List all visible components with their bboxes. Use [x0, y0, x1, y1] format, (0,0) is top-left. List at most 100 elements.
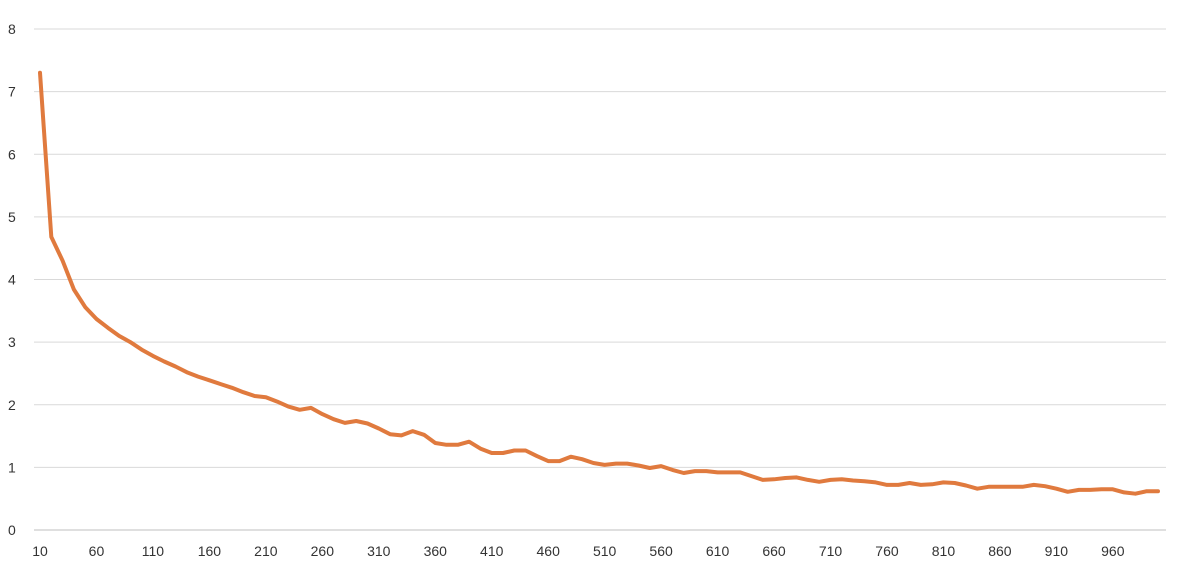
- y-tick-label: 5: [8, 209, 16, 225]
- data-point: [320, 412, 324, 416]
- series-layer: [38, 70, 1160, 496]
- data-point: [546, 459, 550, 463]
- data-point: [512, 449, 516, 452]
- data-point: [185, 370, 189, 374]
- data-point: [467, 440, 471, 444]
- data-point: [83, 305, 87, 309]
- data-point: [253, 394, 257, 398]
- x-tick-label: 810: [932, 543, 956, 559]
- data-point: [558, 459, 561, 463]
- data-point: [659, 464, 663, 468]
- data-point: [1145, 489, 1149, 493]
- data-point: [1043, 484, 1047, 488]
- data-point: [399, 433, 403, 437]
- y-tick-label: 1: [8, 459, 16, 475]
- data-point: [750, 474, 753, 478]
- data-point: [919, 483, 923, 487]
- data-point: [670, 468, 674, 472]
- series-line: [38, 70, 1160, 496]
- data-point: [1100, 487, 1103, 491]
- data-point: [524, 449, 528, 452]
- x-tick-label: 510: [593, 543, 617, 559]
- data-point: [264, 395, 268, 399]
- data-point: [896, 483, 900, 487]
- data-point: [456, 443, 460, 447]
- y-tick-label: 4: [8, 272, 16, 288]
- x-tick-label: 560: [649, 543, 673, 559]
- y-tick-label: 7: [8, 84, 16, 100]
- data-point: [682, 471, 686, 475]
- data-point: [445, 443, 448, 447]
- data-point: [354, 419, 358, 423]
- data-point: [648, 466, 652, 470]
- data-point: [795, 475, 799, 479]
- data-point: [772, 477, 776, 481]
- data-point: [275, 400, 279, 404]
- data-point: [569, 455, 573, 459]
- x-tick-label: 710: [819, 543, 843, 559]
- data-point: [727, 470, 731, 474]
- data-point: [388, 432, 392, 436]
- x-tick-label: 310: [367, 543, 391, 559]
- data-point: [851, 479, 855, 482]
- y-tick-label: 0: [8, 522, 16, 538]
- data-point: [761, 478, 765, 482]
- data-point: [704, 469, 708, 473]
- x-axis-tick-labels: 10 60 110 160 210 260 310 360 410 460 510 560 610 660…: [32, 543, 1125, 559]
- x-tick-label: 360: [424, 543, 448, 559]
- data-point: [941, 480, 945, 484]
- data-point: [1066, 490, 1070, 494]
- gridlines: [34, 28, 1166, 531]
- data-point: [1156, 489, 1160, 493]
- data-point: [128, 340, 132, 344]
- data-point: [625, 462, 629, 466]
- data-point: [806, 478, 810, 482]
- y-tick-label: 2: [8, 397, 16, 413]
- data-point: [332, 417, 336, 421]
- data-point: [343, 421, 347, 425]
- data-point: [1111, 487, 1115, 491]
- data-point: [1088, 488, 1092, 492]
- data-point: [693, 469, 697, 473]
- x-tick-label: 910: [1045, 543, 1069, 559]
- data-point: [738, 470, 742, 474]
- data-point: [196, 375, 200, 379]
- x-tick-label: 860: [988, 543, 1012, 559]
- data-point: [106, 326, 110, 330]
- data-point: [716, 470, 720, 474]
- data-point: [1032, 483, 1036, 487]
- data-point: [309, 406, 313, 410]
- data-point: [49, 235, 53, 239]
- x-tick-label: 410: [480, 543, 504, 559]
- data-point: [117, 334, 121, 338]
- data-point: [366, 422, 369, 425]
- data-point: [783, 476, 787, 480]
- x-tick-label: 660: [762, 543, 786, 559]
- y-axis-tick-labels: 0 1 2 3 4 5 6 7 8: [8, 21, 16, 538]
- data-point: [478, 447, 482, 451]
- x-tick-label: 160: [198, 543, 222, 559]
- data-point: [151, 354, 155, 358]
- data-point: [207, 378, 211, 382]
- x-tick-label: 110: [142, 543, 165, 559]
- data-point: [1122, 490, 1126, 494]
- data-point: [603, 463, 607, 467]
- data-point: [908, 481, 912, 485]
- x-tick-label: 960: [1101, 543, 1125, 559]
- data-point: [987, 485, 991, 489]
- x-tick-label: 610: [706, 543, 730, 559]
- data-point: [535, 454, 539, 458]
- data-point: [219, 382, 223, 386]
- data-point: [829, 478, 832, 482]
- data-point: [862, 479, 866, 483]
- data-point: [580, 457, 584, 461]
- data-point: [1077, 488, 1081, 492]
- data-point: [840, 477, 844, 481]
- data-point: [637, 464, 640, 467]
- data-point: [61, 259, 65, 263]
- data-point: [241, 390, 245, 394]
- data-point: [975, 487, 979, 491]
- data-point: [885, 483, 889, 487]
- x-tick-label: 60: [89, 543, 105, 559]
